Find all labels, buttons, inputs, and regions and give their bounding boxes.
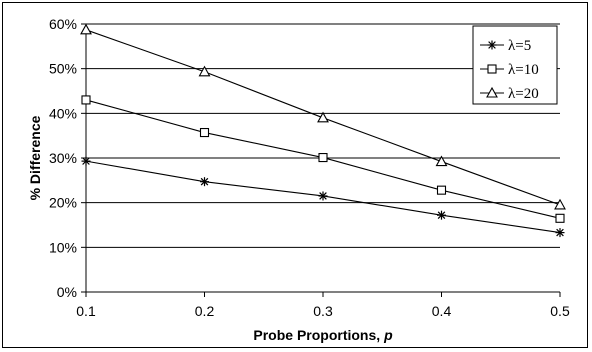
star-marker [437, 210, 446, 220]
legend-entry: λ=10 [480, 62, 539, 78]
y-tick-label: 10% [49, 239, 77, 255]
series-layer [80, 23, 566, 238]
y-tick-label: 60% [49, 16, 77, 32]
legend-label: λ=10 [508, 62, 539, 78]
legend-entry: λ=20 [480, 86, 539, 102]
square-marker [199, 127, 210, 138]
x-axis-title-main: Probe Proportions, [253, 327, 384, 343]
legend-label: λ=5 [508, 38, 531, 54]
series-1 [81, 156, 565, 238]
star-marker [555, 228, 565, 238]
triangle-marker [435, 155, 448, 167]
x-tick-label: 0.5 [550, 303, 570, 319]
y-tick-label: 40% [49, 105, 77, 121]
series-3 [80, 23, 566, 210]
square-marker [555, 213, 565, 223]
square-marker [436, 185, 447, 195]
legend: λ=5 λ=10 λ=20 [472, 25, 558, 105]
triangle-marker [486, 86, 498, 98]
star-marker [81, 156, 91, 166]
y-tick-label: 50% [49, 61, 77, 77]
axis-ticks: 0% 10% 20% 30% 40% 50% 60% 0.1 0.2 0.3 0.4 0.5 [49, 16, 570, 319]
x-axis-title-variable: p [383, 327, 393, 343]
legend-box [472, 25, 558, 105]
square-marker [487, 64, 497, 74]
y-tick-label: 30% [49, 150, 77, 166]
legend-entry: λ=5 [480, 38, 531, 54]
star-marker [318, 191, 328, 201]
triangle-marker [80, 23, 92, 35]
x-tick-label: 0.4 [432, 303, 452, 319]
series-2 [81, 95, 565, 223]
x-tick-label: 0.3 [313, 303, 333, 319]
star-marker [200, 177, 209, 187]
x-axis-title: Probe Proportions, p [253, 327, 393, 343]
square-marker [318, 153, 328, 163]
star-marker [487, 40, 497, 50]
legend-label: λ=20 [508, 86, 539, 102]
triangle-marker [198, 65, 211, 77]
y-axis-title: % Difference [27, 115, 43, 200]
triangle-marker [317, 111, 329, 123]
x-tick-label: 0.1 [76, 303, 96, 319]
y-tick-label: 20% [49, 195, 77, 211]
triangle-marker [554, 198, 566, 210]
square-marker [81, 95, 91, 105]
y-tick-label: 0% [57, 284, 77, 300]
x-tick-label: 0.2 [195, 303, 215, 319]
